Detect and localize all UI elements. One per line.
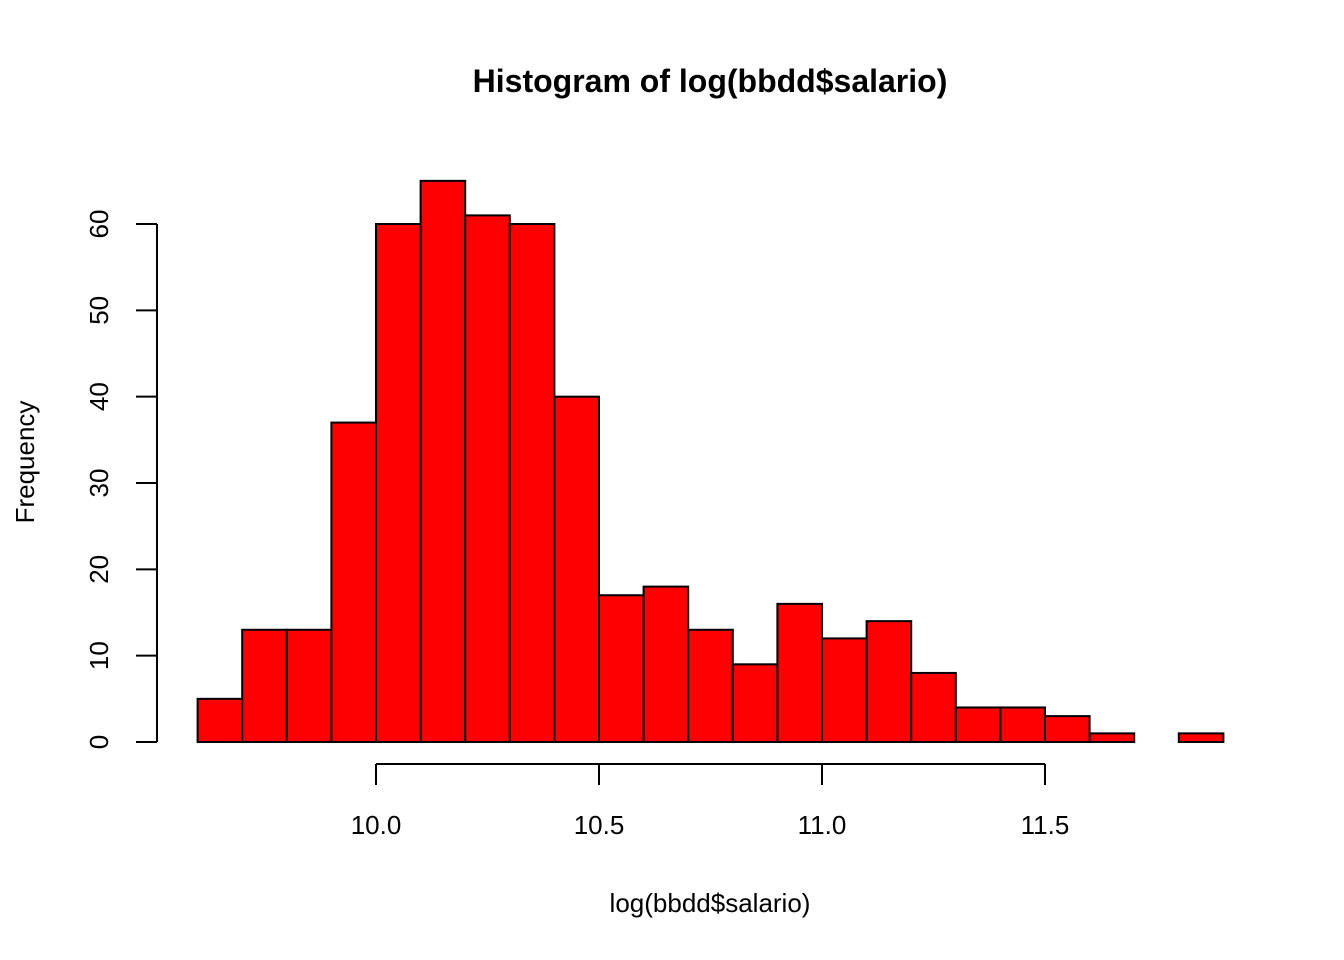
histogram-bar [1044, 715, 1091, 744]
histogram-bar [508, 223, 556, 743]
y-tick-label: 30 [84, 469, 114, 498]
histogram-bar [285, 628, 333, 743]
histogram-bar [464, 214, 511, 743]
histogram-bar [1177, 732, 1225, 744]
x-axis-label: log(bbdd$salario) [610, 888, 811, 918]
histogram-bar [821, 637, 868, 743]
y-tick-label: 10 [84, 641, 114, 670]
x-axis: 10.0 10.5 11.0 11.5 [351, 763, 1070, 840]
histogram-bar [687, 628, 734, 743]
y-axis: 0 10 20 30 40 50 60 [84, 210, 158, 749]
x-tick-label: 10.0 [351, 810, 402, 840]
histogram-bar [196, 697, 244, 744]
y-axis-label: Frequency [10, 401, 40, 524]
histogram-bar [642, 585, 690, 744]
histogram-bar [419, 179, 467, 744]
histogram-bar [731, 663, 779, 743]
x-tick-label: 10.5 [574, 810, 625, 840]
y-tick-label: 50 [84, 296, 114, 325]
histogram-bar [999, 706, 1047, 744]
x-tick-label: 11.5 [1021, 810, 1070, 840]
chart-title: Histogram of log(bbdd$salario) [473, 63, 948, 99]
histogram-bar [553, 395, 601, 743]
histogram-bar [910, 671, 957, 743]
x-tick-label: 11.0 [798, 810, 847, 840]
histogram-bar [375, 223, 422, 743]
histogram-bar [776, 602, 824, 744]
histogram-bar [330, 421, 377, 743]
histogram-bar [241, 628, 288, 743]
histogram-bar [865, 620, 913, 743]
histogram-bar [1088, 732, 1136, 744]
y-tick-label: 40 [84, 382, 114, 411]
histogram-bar [598, 594, 645, 744]
bars-group [196, 179, 1225, 744]
y-tick-label: 60 [84, 210, 114, 239]
y-tick-label: 0 [84, 735, 114, 749]
y-tick-label: 20 [84, 555, 114, 584]
histogram-bar [954, 706, 1002, 744]
